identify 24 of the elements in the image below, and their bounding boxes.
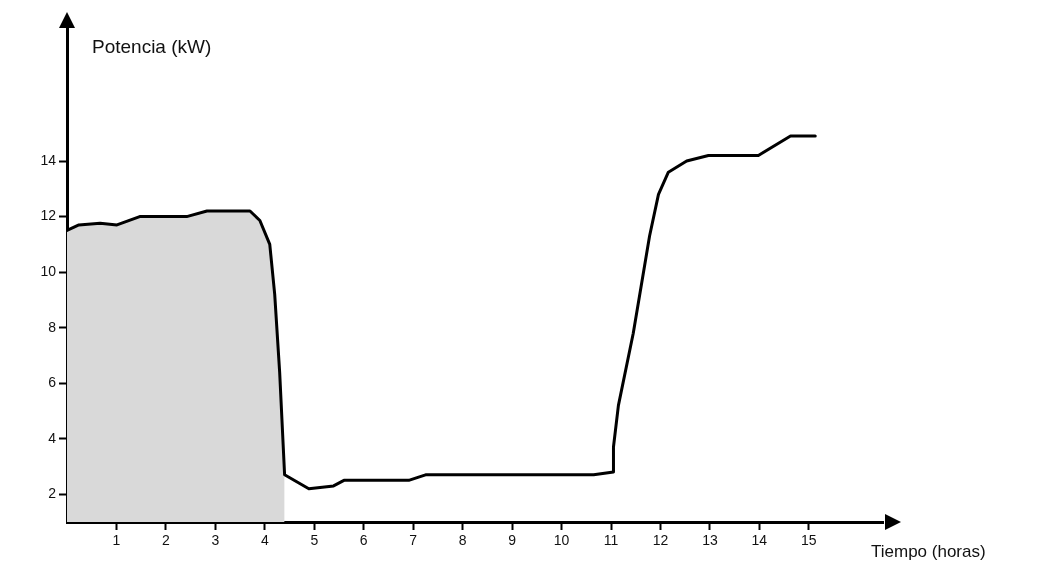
- y-tick-label: 12: [40, 207, 57, 224]
- x-tick-label: 2: [162, 532, 171, 549]
- y-tick-label: 8: [48, 318, 57, 335]
- x-tick-label: 12: [652, 532, 669, 549]
- x-tick-label: 14: [751, 532, 768, 549]
- x-axis-title: Tiempo (horas): [871, 542, 986, 562]
- x-tick-label: 7: [409, 532, 418, 549]
- y-tick-label: 4: [48, 429, 57, 446]
- y-tick-label: 10: [40, 262, 57, 279]
- y-tick-label: 6: [48, 374, 57, 391]
- x-tick-label: 9: [508, 532, 517, 549]
- x-tick-label: 3: [211, 532, 220, 549]
- x-tick-label: 6: [359, 532, 368, 549]
- x-tick-label: 13: [702, 532, 718, 549]
- y-tick-label: 2: [48, 485, 57, 502]
- x-tick-label: 8: [458, 532, 467, 549]
- x-tick-label: 15: [801, 532, 817, 549]
- x-tick-label: 4: [260, 532, 269, 549]
- x-tick-label: 10: [553, 532, 570, 549]
- y-axis-title: Potencia (kW): [92, 36, 212, 58]
- x-tick-label: 11: [603, 532, 619, 549]
- x-tick-label: 1: [112, 532, 121, 549]
- y-tick-label: 14: [40, 151, 57, 168]
- x-tick-label: 5: [310, 532, 319, 549]
